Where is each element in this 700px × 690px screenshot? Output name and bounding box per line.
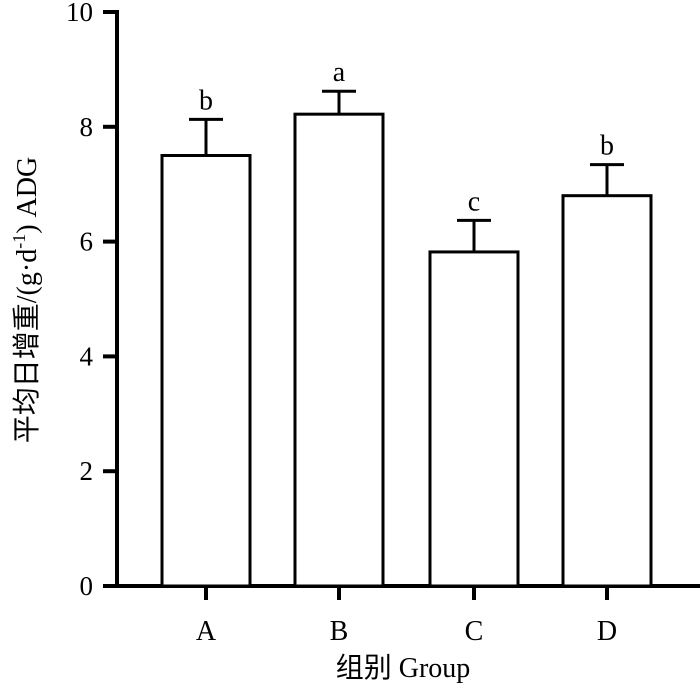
x-axis-title: 组别 Group	[336, 652, 471, 684]
x-axis: A B C D	[115, 584, 700, 647]
x-tick-label: D	[597, 616, 617, 647]
bar	[561, 194, 653, 588]
y-tick-label: 0	[80, 571, 94, 601]
bar	[428, 250, 520, 588]
y-axis: 0 2 4 6 8 10	[66, 0, 119, 601]
significance-label: c	[468, 186, 480, 217]
y-axis-title-tail: ) ADG	[12, 157, 43, 234]
bar	[293, 112, 385, 588]
y-tick-label: 8	[80, 112, 94, 142]
bar	[160, 154, 252, 588]
y-axis-title-sup: -1	[9, 234, 29, 249]
significance-label: a	[333, 57, 346, 88]
y-tick-label: 6	[80, 227, 94, 257]
x-tick-label: C	[465, 616, 484, 647]
significance-label: b	[199, 85, 213, 116]
y-tick-label: 4	[80, 341, 94, 371]
x-tick-label: A	[196, 616, 217, 647]
y-axis-title: 平均日增重/(g·d-1) ADG	[9, 157, 43, 443]
significance-label: b	[600, 131, 614, 162]
y-axis-title-main: 平均日增重/(g·d	[11, 249, 43, 443]
bars: b a c b	[160, 57, 653, 588]
y-tick-label: 10	[66, 0, 93, 27]
y-tick-label: 2	[80, 456, 94, 486]
x-tick-label: B	[330, 616, 349, 647]
